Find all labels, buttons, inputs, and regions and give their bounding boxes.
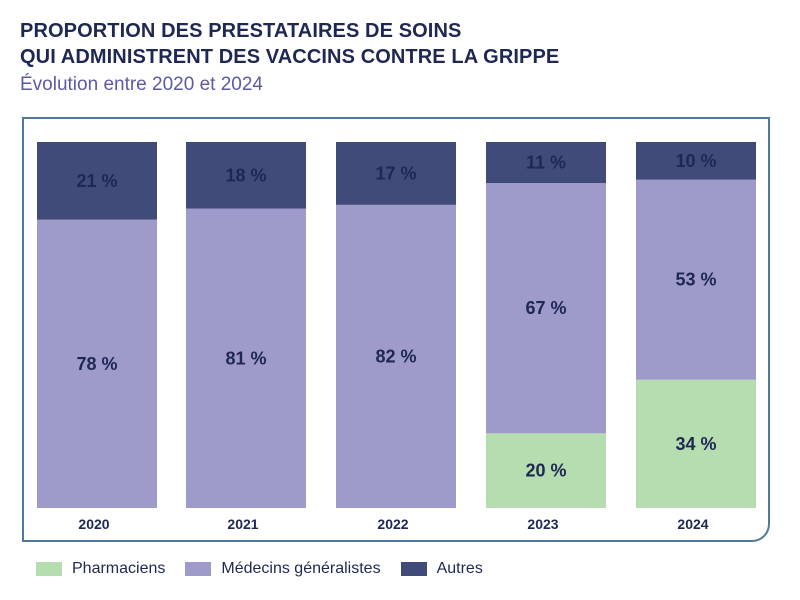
legend-label-pharmaciens: Pharmaciens <box>72 560 166 577</box>
legend-item-pharmaciens: Pharmaciens <box>36 560 165 578</box>
bar-autres-2024 <box>636 142 756 180</box>
bar-autres-2020 <box>37 142 157 220</box>
legend-swatch-pharmaciens <box>36 562 62 576</box>
data-label-autres-2022: 17 % <box>375 163 416 183</box>
bar-medecins-2020 <box>37 219 157 509</box>
chart-title-line-1: PROPORTION DES PRESTATAIRES DE SOINS <box>20 20 462 42</box>
data-label-autres-2020: 21 % <box>76 171 117 191</box>
legend: Pharmaciens Médecins généralistes Autres <box>36 560 503 578</box>
data-label-medecins-2021: 81 % <box>225 348 266 368</box>
legend-label-autres: Autres <box>436 560 483 577</box>
x-tick-label-2022: 2022 <box>377 516 408 532</box>
data-label-medecins-2023: 67 % <box>525 298 566 318</box>
bar-pharmaciens-2024 <box>636 379 756 508</box>
legend-label-medecins: Médecins généralistes <box>221 560 381 577</box>
data-label-pharmaciens-2023: 20 % <box>525 461 566 481</box>
data-label-pharmaciens-2024: 34 % <box>675 434 716 454</box>
chart-subtitle: Évolution entre 2020 et 2024 <box>20 74 263 95</box>
data-label-autres-2024: 10 % <box>675 151 716 171</box>
x-tick-label-2023: 2023 <box>527 516 558 532</box>
legend-item-medecins: Médecins généralistes <box>185 560 381 578</box>
bar-autres-2021 <box>186 142 306 209</box>
data-label-medecins-2024: 53 % <box>675 270 716 290</box>
bar-medecins-2022 <box>336 204 456 508</box>
bar-medecins-2021 <box>186 208 306 508</box>
data-label-autres-2023: 11 % <box>526 153 566 173</box>
bar-autres-2022 <box>336 142 456 205</box>
bar-medecins-2024 <box>636 179 756 380</box>
x-tick-label-2024: 2024 <box>677 516 708 532</box>
chart-frame <box>22 117 770 542</box>
data-label-autres-2021: 18 % <box>225 165 266 185</box>
bar-medecins-2023 <box>486 183 606 434</box>
legend-swatch-autres <box>400 562 427 576</box>
bar-pharmaciens-2023 <box>486 433 606 508</box>
data-label-medecins-2022: 82 % <box>375 346 416 366</box>
data-label-medecins-2020: 78 % <box>76 354 117 374</box>
bar-autres-2023 <box>486 142 606 184</box>
x-tick-label-2020: 2020 <box>78 516 109 532</box>
legend-item-autres: Autres <box>400 560 483 578</box>
x-tick-label-2021: 2021 <box>227 516 258 532</box>
legend-swatch-medecins <box>185 562 212 576</box>
chart-title-line-2: QUI ADMINISTRENT DES VACCINS CONTRE LA G… <box>20 46 560 68</box>
